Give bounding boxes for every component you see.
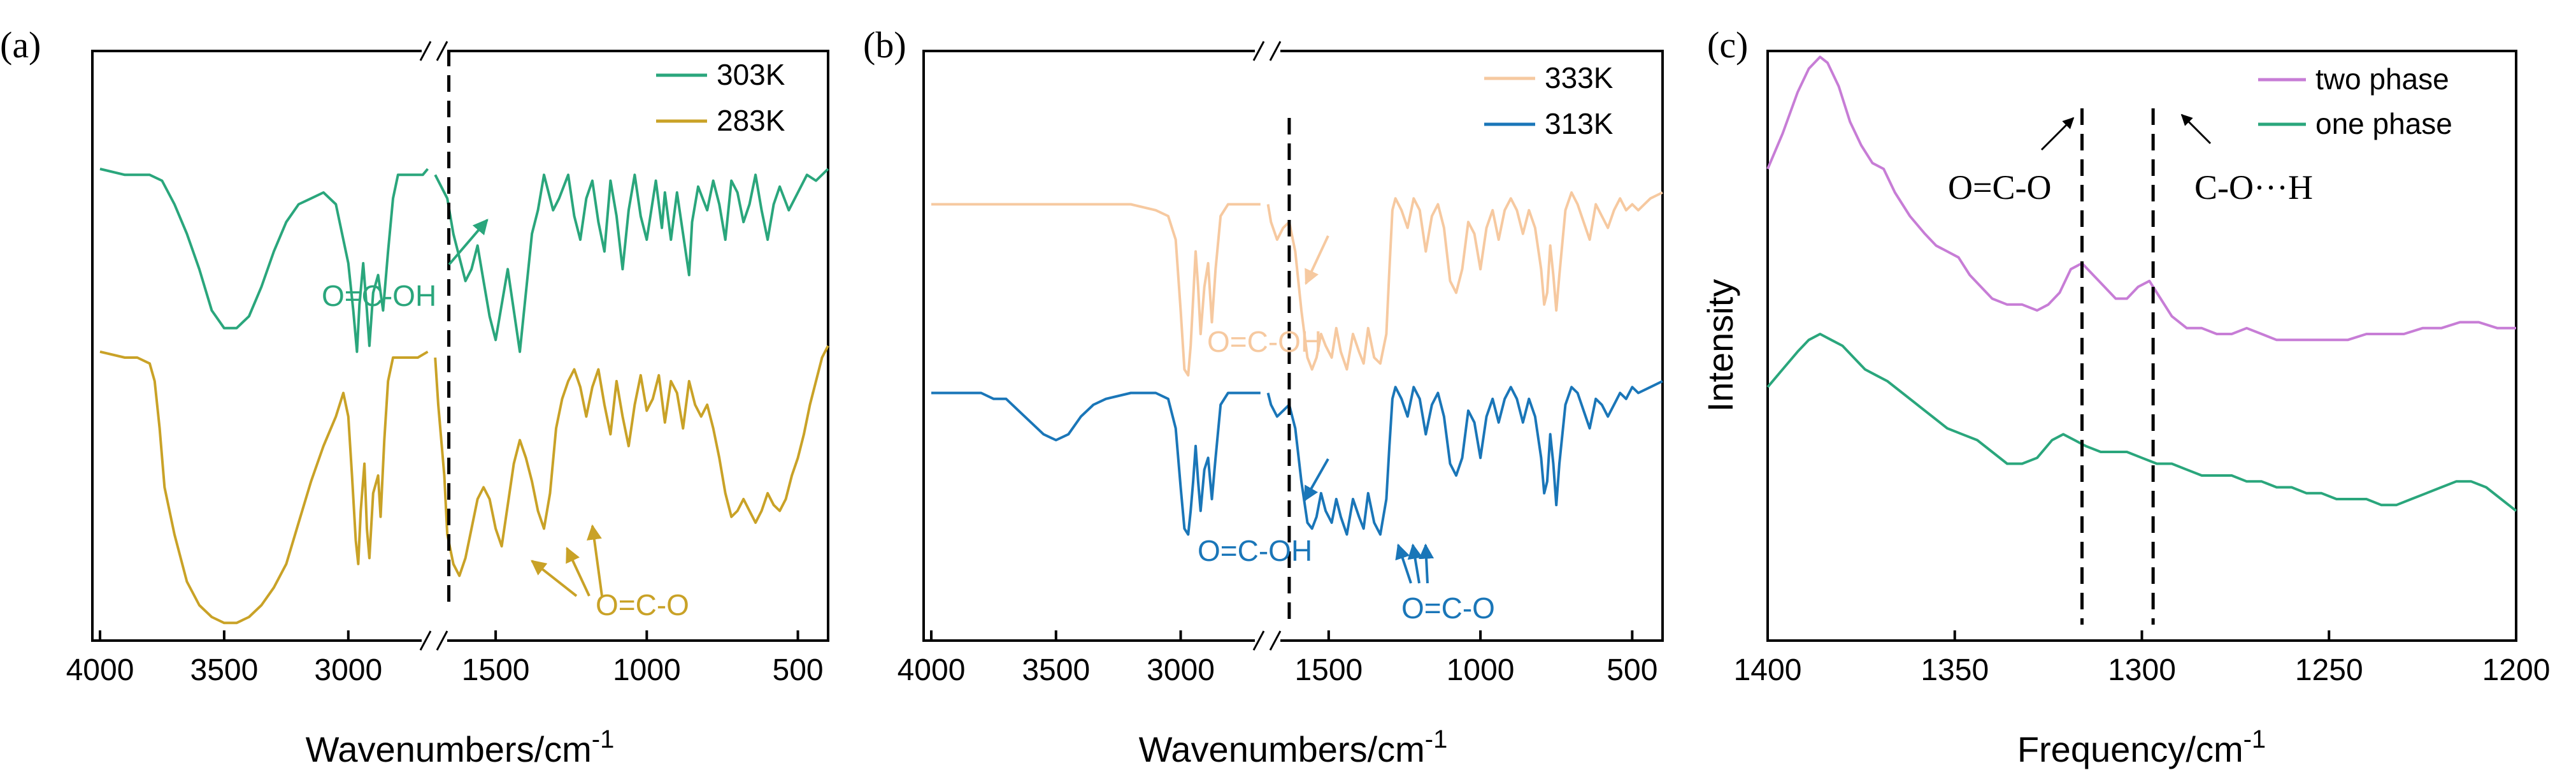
x-tick-label: 3500 [1022, 653, 1090, 687]
arrow-icon [1303, 458, 1329, 502]
x-tick-label: 4000 [898, 653, 966, 687]
x-tick-label: 1000 [613, 653, 681, 687]
x-tick-label: 500 [1606, 653, 1657, 687]
arrow-icon [531, 560, 578, 597]
arrow-icon [2040, 117, 2075, 151]
series-line-303K [99, 168, 829, 353]
series-line-333K [931, 191, 1663, 377]
annotation-ocoh-a: O=C-OH [322, 279, 436, 312]
arrow-icon [1395, 543, 1412, 584]
arrow-icon [1419, 543, 1435, 584]
panel-a-legend: 303K 283K [656, 58, 785, 137]
arrow-icon [2180, 113, 2212, 145]
x-tick-label: 1300 [2108, 653, 2176, 687]
panel-c: (c) 1400 1350 1300 1250 1200 two phase one p… [1700, 24, 2550, 769]
panel-b-legend: 333K 313K [1484, 61, 1614, 140]
arrow-icon [1407, 543, 1423, 584]
annotation-oco-b: O=C-O [1401, 592, 1495, 625]
panel-b-axis-break-bottom [1252, 630, 1282, 651]
panel-a-frame [91, 50, 829, 642]
x-tick-label: 3500 [190, 653, 259, 687]
panel-a-axis-break-top [419, 41, 448, 61]
x-tick-label: 1500 [462, 653, 530, 687]
arrow-icon [566, 546, 590, 597]
legend-two-phase-label: two phase [2315, 62, 2449, 96]
x-tick-label: 1350 [1921, 653, 1989, 687]
panel-c-label: (c) [1707, 24, 1748, 66]
panel-b-label: (b) [863, 24, 906, 66]
panel-b-axis-break-top [1252, 41, 1282, 61]
x-tick-label: 1250 [2295, 653, 2363, 687]
panel-a-axis-break-bottom [419, 630, 448, 651]
panel-a-annotation-oco: O=C-O [531, 524, 689, 621]
panel-b-xlabel: Wavenumbers/cm-1 [1139, 725, 1448, 769]
arrow-icon [587, 524, 603, 597]
x-tick-label: 1500 [1294, 653, 1363, 687]
panel-c-ylabel: Intensity [1700, 279, 1740, 412]
panel-b-annotation-oco: O=C-O [1395, 543, 1495, 625]
panel-c-annotation-oco: O=C-O [1948, 117, 2075, 207]
x-tick-label: 1400 [1734, 653, 1802, 687]
annotation-oco-c: O=C-O [1948, 168, 2051, 207]
panel-b-frame [922, 50, 1664, 642]
panel-b-annotation-ocoh-bottom: O=C-OH [1198, 458, 1329, 567]
panel-a-xlabel: Wavenumbers/cm-1 [306, 725, 615, 769]
series-line-283K [99, 345, 829, 625]
legend-one-phase-label: one phase [2315, 107, 2452, 140]
legend-333K-label: 333K [1545, 61, 1614, 94]
arrow-icon [448, 219, 489, 266]
panel-c-annotation-coh: C-O···H [2180, 113, 2313, 207]
panel-b-annotation-ocoh-top: O=C-OH [1207, 235, 1329, 358]
x-tick-label: 3000 [1147, 653, 1215, 687]
panel-a-label: (a) [0, 24, 41, 66]
annotation-ocoh-b-top: O=C-OH [1207, 325, 1322, 358]
annotation-coh-c: C-O···H [2194, 168, 2313, 207]
annotation-ocoh-b-bottom: O=C-OH [1198, 534, 1312, 567]
x-tick-label: 3000 [314, 653, 382, 687]
arrow-icon [1305, 235, 1329, 286]
legend-313K-label: 313K [1545, 107, 1614, 140]
panel-c-xlabel: Frequency/cm-1 [2017, 725, 2266, 769]
panel-c-legend: two phase one phase [2258, 62, 2452, 140]
panel-a-annotation-ocoh: O=C-OH [322, 219, 489, 312]
panel-b: (b) 4000 3500 3000 1500 1000 500 333K 313K O=… [863, 24, 1664, 769]
series-line-two-phase [1766, 55, 2516, 342]
panel-a: (a) 4000 3500 3000 1500 1000 500 303K 283K O=… [0, 24, 829, 769]
legend-303K-label: 303K [717, 58, 785, 91]
series-line-one-phase [1766, 333, 2517, 512]
x-tick-label: 1000 [1447, 653, 1515, 687]
legend-283K-label: 283K [717, 104, 785, 137]
x-tick-label: 1200 [2482, 653, 2551, 687]
annotation-oco-a: O=C-O [596, 588, 689, 621]
series-line-313K [931, 380, 1663, 536]
x-tick-label: 4000 [66, 653, 134, 687]
x-tick-label: 500 [773, 653, 824, 687]
